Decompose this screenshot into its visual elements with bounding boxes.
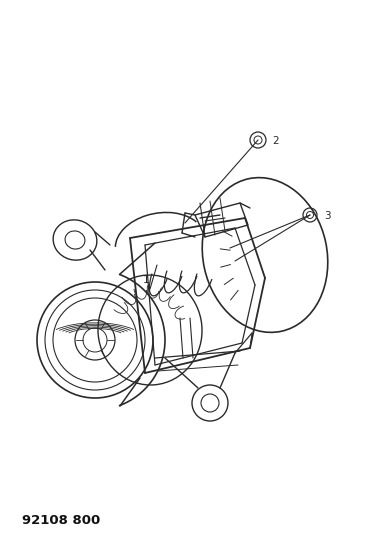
Text: 3: 3	[324, 211, 331, 221]
Text: 2: 2	[272, 136, 279, 146]
Text: 92108 800: 92108 800	[22, 514, 100, 527]
Text: 1: 1	[143, 275, 149, 285]
